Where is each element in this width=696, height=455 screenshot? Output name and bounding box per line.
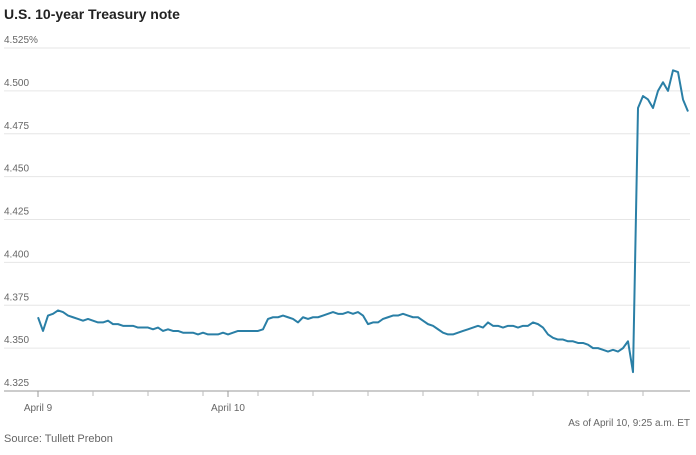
y-tick-label: 4.450 [4,164,29,175]
y-tick-label: 4.325 [4,378,29,389]
chart-title: U.S. 10-year Treasury note [4,6,180,22]
source: Source: Tullett Prebon [4,433,113,445]
y-tick-label: 4.425 [4,207,29,218]
y-tick-label: 4.475 [4,121,29,132]
y-tick-label: 4.500 [4,78,29,89]
x-tick-label: April 10 [211,403,245,414]
y-tick-label: 4.525% [4,35,38,46]
line [37,69,689,374]
y-tick-label: 4.400 [4,249,29,260]
y-tick-label: 4.375 [4,292,29,303]
note: As of April 10, 9:25 a.m. ET [568,418,690,429]
x-tick-label: April 9 [24,403,53,414]
y-tick-label: 4.350 [4,335,29,346]
